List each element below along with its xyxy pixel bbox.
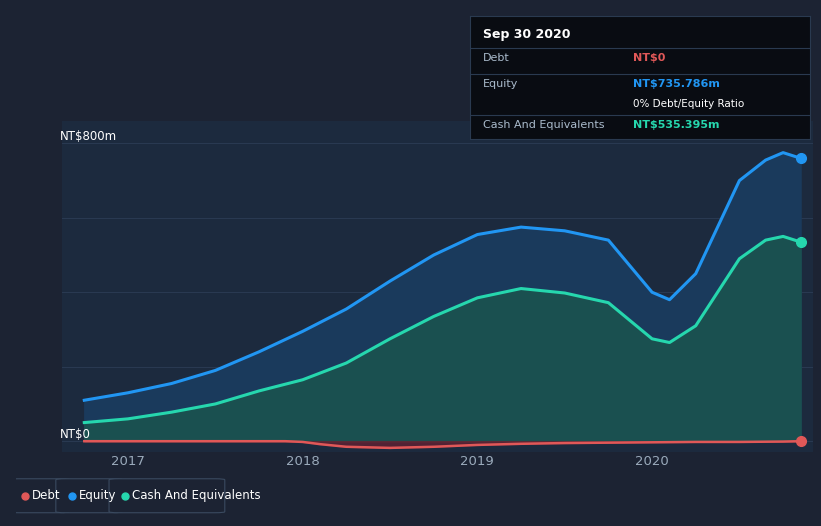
Text: Cash And Equivalents: Cash And Equivalents: [131, 489, 260, 502]
Text: 2017: 2017: [111, 456, 144, 468]
Text: Debt: Debt: [484, 53, 510, 63]
Text: Debt: Debt: [32, 489, 60, 502]
Text: 0% Debt/Equity Ratio: 0% Debt/Equity Ratio: [633, 98, 745, 108]
Text: 2018: 2018: [286, 456, 319, 468]
Text: Equity: Equity: [484, 79, 519, 89]
Text: Cash And Equivalents: Cash And Equivalents: [484, 119, 605, 129]
FancyBboxPatch shape: [56, 479, 122, 513]
FancyBboxPatch shape: [9, 479, 69, 513]
Text: Equity: Equity: [79, 489, 116, 502]
Text: 2020: 2020: [635, 456, 669, 468]
Text: NT$735.786m: NT$735.786m: [633, 79, 720, 89]
Text: NT$0: NT$0: [633, 53, 666, 63]
Text: NT$0: NT$0: [60, 428, 90, 441]
Text: 2019: 2019: [461, 456, 494, 468]
Text: NT$800m: NT$800m: [60, 130, 117, 143]
FancyBboxPatch shape: [109, 479, 225, 513]
Text: Sep 30 2020: Sep 30 2020: [484, 28, 571, 41]
Text: NT$535.395m: NT$535.395m: [633, 119, 720, 129]
